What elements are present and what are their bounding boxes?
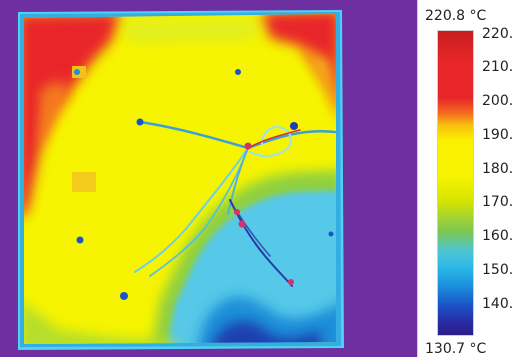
sensor-point [288,279,294,285]
scale-tick-label: 140. [482,295,514,312]
scale-max-label: 220.8 °C [425,8,487,24]
scale-tick-label: 220. [482,25,514,42]
color-scale-bar [437,30,474,336]
sensor-point [136,118,144,126]
sensor-point [238,220,246,228]
scale-tick-label: 200. [482,93,514,110]
sensor-point [290,122,298,130]
scale-tick-label: 170. [482,194,514,211]
sensor-point [120,292,128,300]
scale-min-label: 130.7 °C [425,341,487,357]
hot-zone-top-left [24,14,120,220]
heated-plate [24,14,336,344]
thermocouple-wires [134,120,337,287]
sensor-point [235,69,241,75]
divider [417,0,418,357]
scale-tick-label: 180. [482,160,514,177]
sensor-point [244,142,252,150]
scale-tick-label: 210. [482,59,514,76]
scale-tick-label: 190. [482,126,514,143]
sensor-point [328,231,334,237]
scale-tick-label: 150. [482,261,514,278]
hot-zone-top-right [262,14,336,120]
sensor-points [74,69,334,300]
sensor-point [74,69,80,75]
sensor-point [76,236,84,244]
sensor-point [234,209,240,215]
thermal-image [0,0,417,357]
scale-tick-label: 160. [482,228,514,245]
